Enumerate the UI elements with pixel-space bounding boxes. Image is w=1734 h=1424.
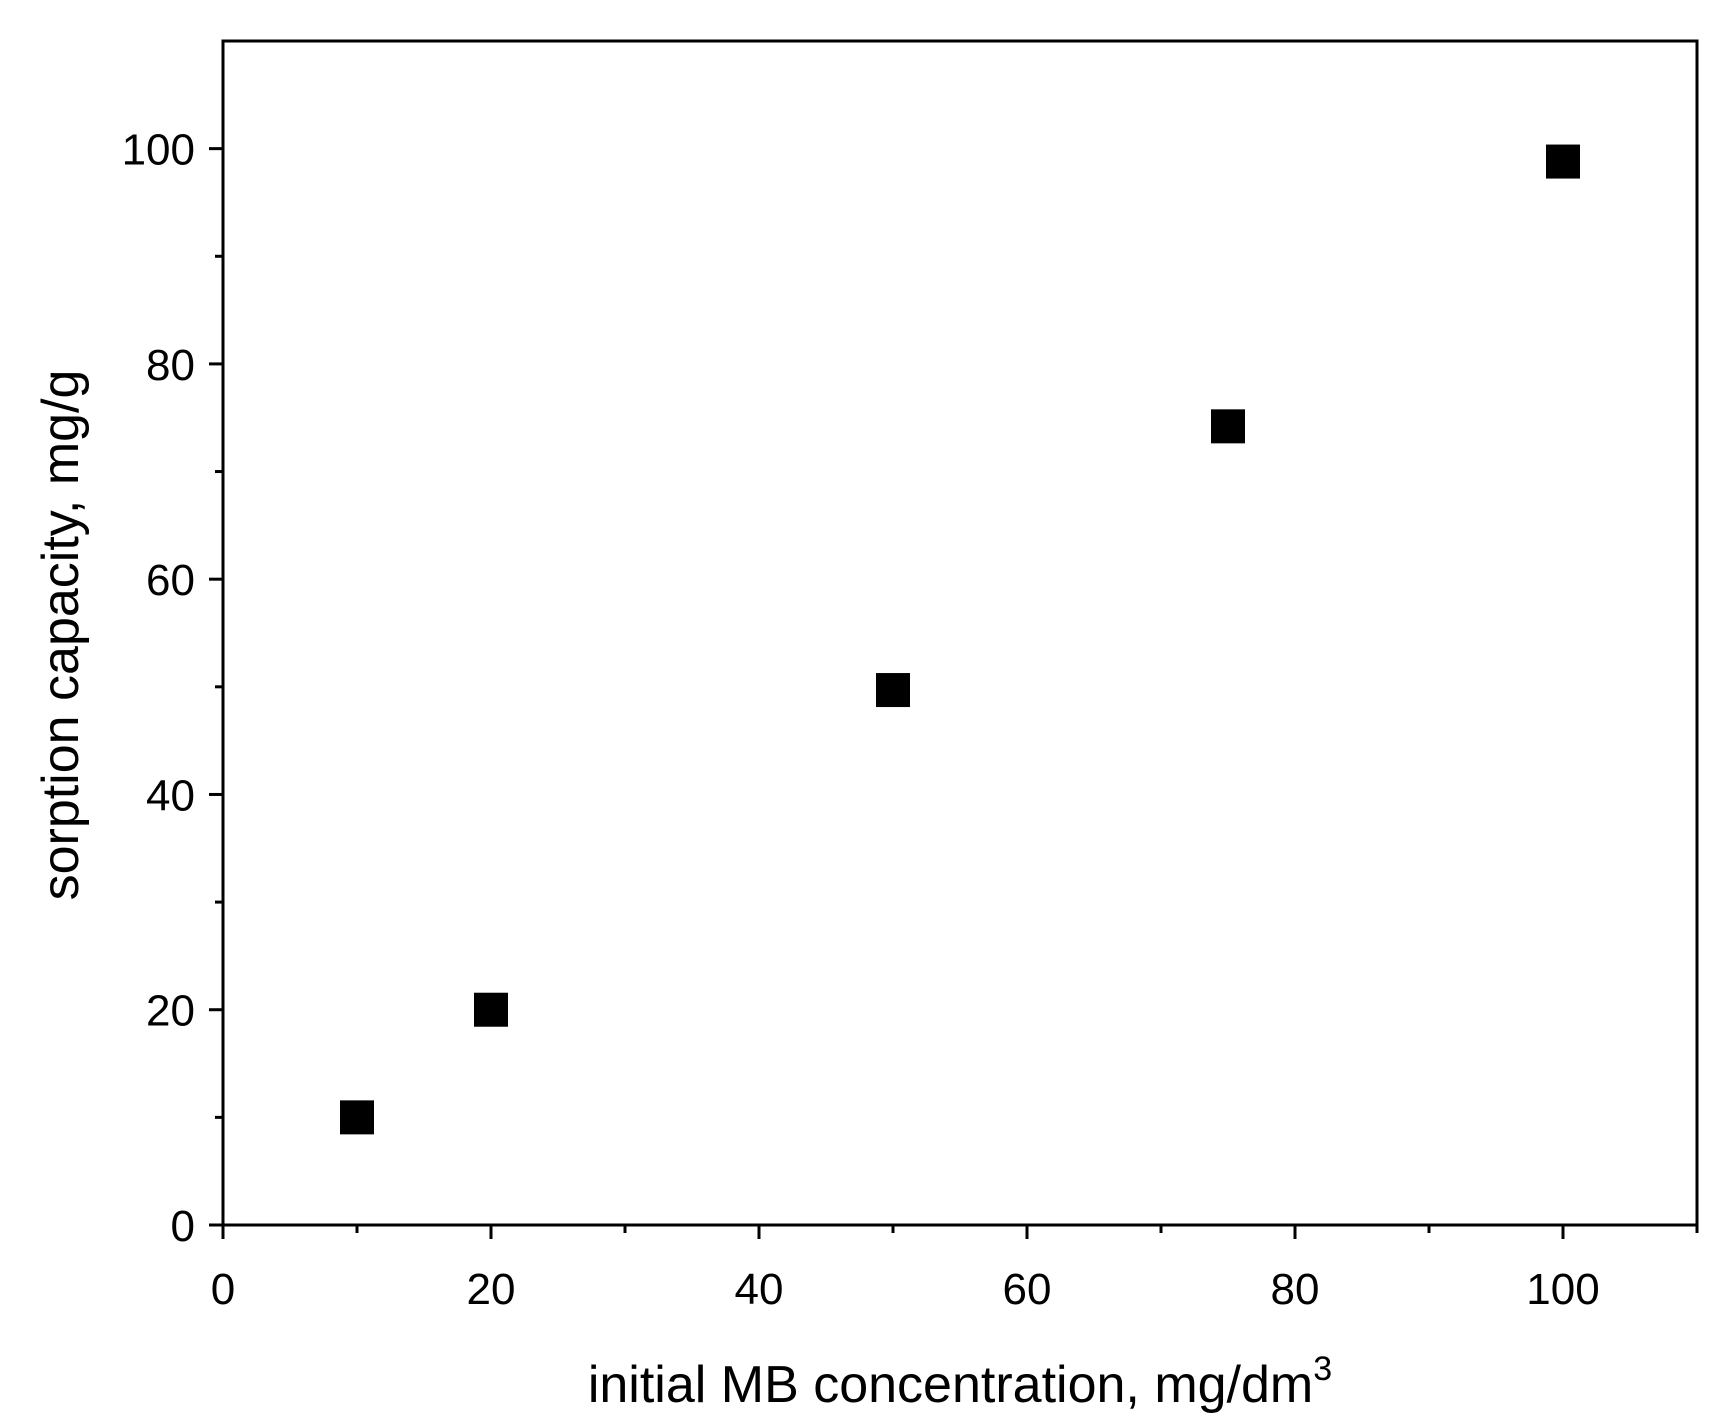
y-tick-label: 0 bbox=[171, 1202, 195, 1251]
y-tick-label: 20 bbox=[146, 987, 195, 1036]
data-point bbox=[340, 1100, 374, 1135]
data-points bbox=[340, 144, 1580, 1135]
axis-tick-labels: 0 20 40 60 80 100 0 20 40 60 80 100 bbox=[122, 126, 1600, 1314]
x-axis-label-main: initial MB concentration, mg/dm bbox=[588, 1356, 1313, 1414]
data-point bbox=[1211, 409, 1245, 444]
data-point bbox=[1546, 144, 1580, 179]
x-axis-label-superscript: 3 bbox=[1313, 1350, 1332, 1388]
x-tick-label: 40 bbox=[735, 1265, 784, 1314]
y-tick-label: 60 bbox=[146, 556, 195, 605]
x-axis-label: initial MB concentration, mg/dm3 bbox=[588, 1350, 1332, 1414]
data-point bbox=[474, 992, 508, 1027]
x-tick-label: 100 bbox=[1526, 1265, 1599, 1314]
x-tick-label: 20 bbox=[467, 1265, 516, 1314]
y-tick-label: 100 bbox=[122, 126, 195, 175]
x-tick-label: 80 bbox=[1271, 1265, 1320, 1314]
axis-ticks bbox=[209, 147, 1699, 1239]
plot-frame bbox=[221, 39, 1699, 1227]
y-axis-label: sorption capacity, mg/g bbox=[32, 370, 90, 901]
x-tick-label: 60 bbox=[1003, 1265, 1052, 1314]
y-tick-label: 80 bbox=[146, 341, 195, 390]
y-tick-label: 40 bbox=[146, 771, 195, 820]
data-point bbox=[876, 673, 910, 708]
x-tick-label: 0 bbox=[211, 1265, 235, 1314]
